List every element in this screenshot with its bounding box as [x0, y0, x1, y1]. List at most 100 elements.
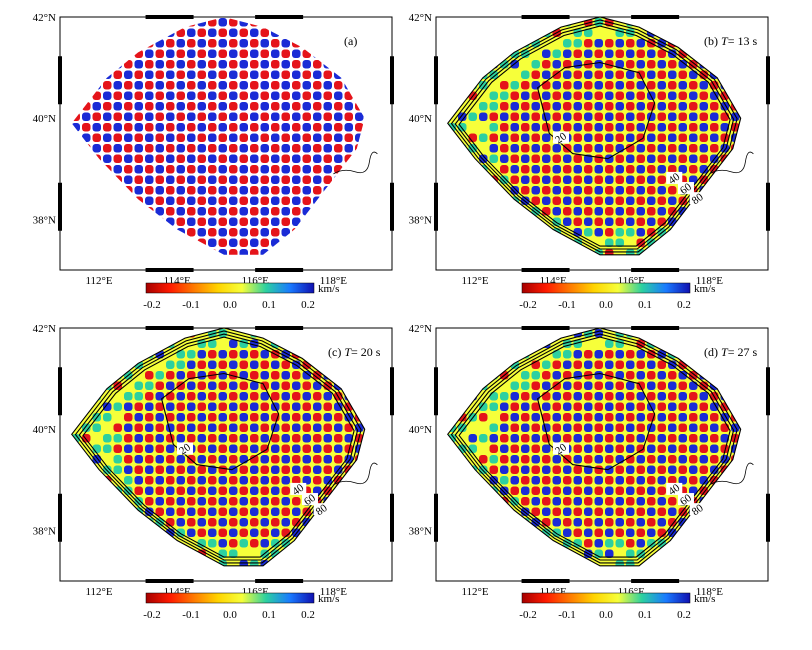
grid-cell — [250, 28, 259, 37]
grid-cell — [82, 112, 91, 121]
grid-cell — [489, 91, 498, 100]
grid-cell — [668, 186, 677, 195]
grid-cell — [218, 112, 227, 121]
grid-cell — [689, 434, 698, 443]
grid-cell — [260, 507, 269, 516]
grid-cell — [124, 91, 133, 100]
grid-cell — [552, 518, 561, 527]
grid-cell — [678, 465, 687, 474]
grid-cell — [134, 175, 143, 184]
grid-cell — [647, 70, 656, 79]
grid-cell — [615, 486, 624, 495]
grid-cell — [250, 528, 259, 537]
grid-cell — [657, 381, 666, 390]
grid-cell — [155, 402, 164, 411]
colorbar-tick-label: 0.2 — [677, 299, 691, 311]
grid-cell — [239, 434, 248, 443]
grid-cell — [145, 465, 154, 474]
grid-cell — [281, 371, 290, 380]
grid-cell — [521, 371, 530, 380]
grid-cell — [468, 434, 477, 443]
grid-cell — [187, 528, 196, 537]
grid-cell — [260, 238, 269, 247]
contour-label-bg — [677, 182, 694, 195]
grid-cell — [176, 70, 185, 79]
grid-cell — [260, 81, 269, 90]
frame-bar-left — [58, 367, 62, 416]
grid-cell — [521, 444, 530, 453]
grid-cell — [584, 123, 593, 132]
grid-cell — [334, 444, 343, 453]
grid-cell — [563, 465, 572, 474]
grid-cell — [197, 507, 206, 516]
lat-tick-label: 42°N — [409, 323, 432, 335]
grid-cell — [531, 434, 540, 443]
grid-cell — [313, 186, 322, 195]
grid-cell — [124, 60, 133, 69]
grid-cell — [124, 165, 133, 174]
grid-cell — [292, 91, 301, 100]
grid-cell — [271, 465, 280, 474]
grid-cell — [176, 91, 185, 100]
grid-cell — [72, 581, 81, 590]
grid-cell — [197, 154, 206, 163]
grid-cell — [113, 165, 122, 174]
grid-cell — [176, 165, 185, 174]
grid-cell — [510, 486, 519, 495]
grid-cell — [542, 81, 551, 90]
grid-cell — [366, 581, 375, 590]
grid-cell — [542, 91, 551, 100]
grid-cell — [636, 423, 645, 432]
grid-cell — [155, 371, 164, 380]
grid-cell — [229, 392, 238, 401]
grid-cell — [313, 465, 322, 474]
frame-bar-top — [145, 326, 194, 330]
grid-cell — [448, 581, 457, 590]
grid-cell — [239, 186, 248, 195]
grid-cell — [250, 133, 259, 142]
grid-cell — [292, 444, 301, 453]
grid-cell — [500, 154, 509, 163]
grid-cell — [176, 392, 185, 401]
grid-cell — [313, 165, 322, 174]
grid-cell — [187, 392, 196, 401]
grid-cell — [479, 133, 488, 142]
grid-cell — [197, 476, 206, 485]
grid-cell — [250, 207, 259, 216]
grid-cell — [155, 434, 164, 443]
grid-cell — [313, 434, 322, 443]
grid-cell — [552, 112, 561, 121]
grid-cell — [615, 402, 624, 411]
lat-tick-label: 40°N — [409, 113, 432, 125]
grid-cell — [313, 486, 322, 495]
grid-cell — [626, 528, 635, 537]
grid-cell — [281, 413, 290, 422]
grid-cell — [271, 60, 280, 69]
grid-cell — [678, 476, 687, 485]
grid-cell — [615, 154, 624, 163]
grid-cell — [752, 581, 761, 590]
grid-cell — [668, 434, 677, 443]
grid-cell — [176, 144, 185, 153]
grid-cell — [250, 455, 259, 464]
grid-cell — [626, 133, 635, 142]
grid-cell — [260, 518, 269, 527]
grid-cell — [292, 186, 301, 195]
grid-cell — [313, 402, 322, 411]
grid-cell — [500, 434, 509, 443]
grid-cell — [323, 81, 332, 90]
grid-cell — [229, 413, 238, 422]
grid-cell — [636, 102, 645, 111]
colorbar-unit: km/s — [694, 283, 715, 295]
grid-cell — [615, 249, 624, 255]
grid-cell — [552, 123, 561, 132]
grid-cell — [647, 434, 656, 443]
grid-cell — [239, 497, 248, 506]
grid-cell — [92, 434, 101, 443]
grid-cell — [510, 165, 519, 174]
grid-cell — [229, 238, 238, 247]
grid-cell — [605, 518, 614, 527]
grid-cell — [134, 381, 143, 390]
grid-cell — [489, 154, 498, 163]
